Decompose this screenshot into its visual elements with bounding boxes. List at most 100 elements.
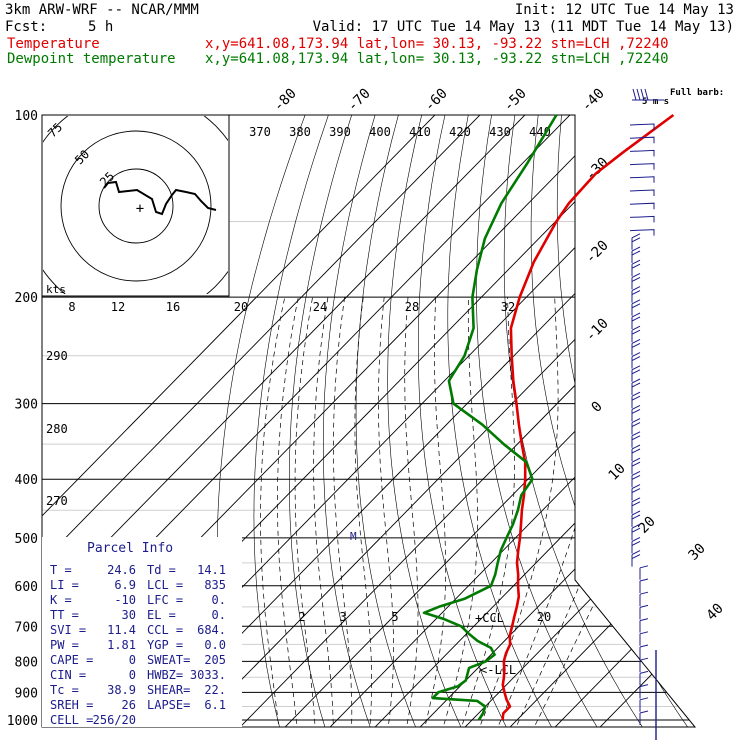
moist-adiabat	[313, 297, 334, 727]
parcel-info-label: LAPSE=	[147, 698, 190, 712]
wind-barb	[631, 536, 641, 554]
wind-barb	[631, 365, 641, 382]
wind-barb	[631, 233, 641, 250]
parcel-info-label: HWBZ=	[147, 668, 183, 682]
dewpoint-location: x,y=641.08,173.94 lat,lon= 30.13, -93.22…	[205, 51, 669, 67]
dry-adiabat	[447, 115, 556, 727]
moist-adiabat	[333, 297, 353, 727]
parcel-info-label: SREH =	[50, 698, 93, 712]
mixing-ratio-label: 12	[111, 300, 125, 314]
parcel-info-value: 26	[122, 698, 136, 712]
isotherm-label: 40	[704, 601, 727, 624]
pressure-label: 600	[15, 580, 38, 595]
lcl-marker: <-LCL	[480, 663, 516, 677]
moist-adiabat	[294, 297, 316, 727]
parcel-info-value: 3033.	[190, 668, 226, 682]
wind-barb	[639, 631, 649, 646]
moist-adiabat	[531, 296, 695, 727]
parcel-info-value: 38.9	[107, 683, 136, 697]
wind-barb	[629, 123, 655, 130]
pressure-label: 400	[15, 473, 38, 488]
model-title: 3km ARW-WRF -- NCAR/MMM	[5, 2, 199, 18]
wind-barb	[639, 710, 649, 725]
theta-label: 430	[489, 125, 511, 139]
isotherm-label: -70	[345, 86, 374, 115]
mixing-ratio-label: 20	[234, 300, 248, 314]
moist-adiabat	[378, 297, 394, 727]
dewpoint-trace	[422, 114, 558, 721]
pressure-label: 800	[15, 655, 38, 670]
wind-barb	[639, 684, 649, 699]
wind-barb	[631, 404, 641, 422]
wind-barb	[631, 338, 641, 356]
dry-adiabat	[606, 115, 695, 727]
wind-barb	[631, 272, 641, 290]
wind-barb	[631, 497, 641, 514]
theta-label: 370	[249, 125, 271, 139]
isotherm-line	[234, 115, 695, 727]
parcel-info-box	[42, 537, 242, 727]
parcel-info-value: 6.1	[204, 698, 226, 712]
isotherm-line	[189, 115, 695, 727]
wind-barb	[639, 618, 649, 633]
pressure-label: 700	[15, 620, 38, 635]
parcel-info-label: CELL =	[50, 713, 93, 727]
parcel-info-value: 11.4	[107, 623, 136, 637]
theta-label: 400	[369, 125, 391, 139]
m-marker: M	[350, 530, 357, 543]
dry-adiabat-label: 280	[46, 422, 68, 436]
dry-adiabat	[253, 115, 339, 727]
parcel-info-value: 0	[129, 668, 136, 682]
parcel-info-value: 1.81	[107, 638, 136, 652]
wind-barb	[631, 246, 641, 263]
parcel-info-label: Tc =	[50, 683, 79, 697]
hodograph-ring	[60, 130, 212, 282]
mixing-ratio-label: 24	[313, 300, 327, 314]
isotherm-label: 0	[589, 399, 606, 416]
parcel-info-value: 835	[204, 578, 226, 592]
isotherm-line	[42, 115, 463, 727]
isotherm-line	[42, 115, 553, 727]
pressure-label: 100	[15, 109, 38, 124]
dewpoint-legend: Dewpoint temperature	[7, 51, 176, 67]
mixing-ratio-label: 20	[537, 610, 551, 624]
moist-adiabat	[423, 297, 447, 727]
dry-adiabat	[289, 115, 362, 727]
theta-label: 410	[409, 125, 431, 139]
wind-barb	[629, 163, 655, 170]
wind-barb	[639, 604, 649, 620]
parcel-info-value: 0.	[212, 593, 226, 607]
wind-barb	[629, 149, 655, 157]
wind-barb	[639, 591, 649, 607]
barb-legend-label: Full barb:	[670, 88, 724, 98]
mixing-ratio-label: 3	[339, 610, 346, 624]
wind-barb	[631, 299, 641, 316]
wind-barb	[631, 286, 641, 303]
wind-barb	[631, 457, 641, 475]
wind-barb	[631, 391, 641, 409]
dry-adiabat	[700, 87, 740, 733]
mixing-ratio-label: 16	[166, 300, 180, 314]
parcel-info-label: PW =	[50, 638, 79, 652]
isotherm-line	[549, 115, 695, 727]
forecast-label: Fcst:	[5, 19, 47, 35]
mixing-ratio-label: 28	[405, 300, 419, 314]
dry-adiabat-label: 270	[46, 494, 68, 508]
dry-adiabat	[530, 115, 692, 727]
parcel-info-label: Td =	[147, 563, 176, 577]
parcel-info-label: CCL =	[147, 623, 183, 637]
moist-adiabat	[260, 297, 286, 727]
moist-adiabat	[495, 297, 611, 727]
isotherm-label: -40	[579, 86, 608, 115]
parcel-info-label: K =	[50, 593, 72, 607]
barb-legend-unit: 5 m s	[642, 97, 669, 107]
wind-barb	[629, 176, 655, 183]
pressure-label: 500	[15, 532, 38, 547]
dry-adiabat	[323, 115, 384, 727]
moist-adiabat	[277, 297, 299, 727]
wind-barb	[639, 670, 649, 686]
isotherm-line	[594, 115, 695, 727]
moist-adiabat	[459, 297, 515, 727]
